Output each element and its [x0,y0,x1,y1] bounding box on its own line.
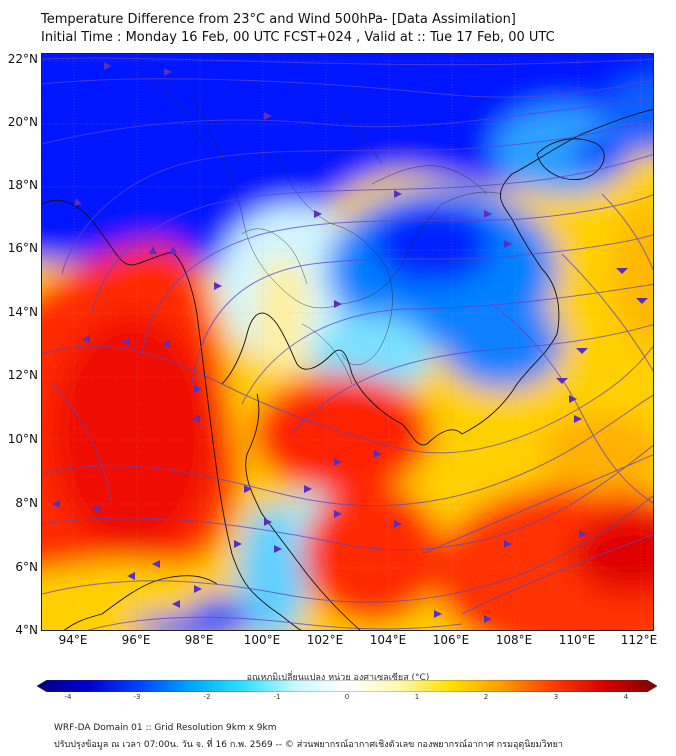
lon-label: 110°E [558,633,596,647]
lat-label: 10°N [7,432,38,446]
lat-label: 22°N [7,52,38,66]
colorbar-tick: -4 [64,693,72,701]
footer-resolution: WRF-DA Domain 01 :: Grid Resolution 9km … [54,723,277,733]
lat-label: 16°N [7,241,38,255]
colorbar-tick: 1 [414,693,420,701]
footer-credit: ปรับปรุงข้อมูล ณ เวลา 07:00น. วัน จ. ที่… [54,740,563,750]
map-panel [41,53,654,631]
lon-label: 94°E [58,633,88,647]
temperature-shading [42,54,653,630]
colorbar-tick: 3 [553,693,559,701]
lon-label: 102°E [306,633,344,647]
map-subtitle: Initial Time : Monday 16 Feb, 00 UTC FCS… [41,30,555,45]
lat-label: 12°N [7,368,38,382]
lat-label: 4°N [15,623,38,637]
wind-arrows [52,62,648,623]
colorbar-tick: -3 [133,693,141,701]
map-title: Temperature Difference from 23°C and Win… [41,12,516,27]
colorbar-tick: 4 [623,693,629,701]
lat-label: 20°N [7,115,38,129]
temperature-field [42,54,653,630]
lon-label: 104°E [369,633,407,647]
lat-label: 6°N [15,560,38,574]
lon-label: 96°E [121,633,151,647]
lon-label: 100°E [243,633,281,647]
colorbar-tick: -2 [203,693,211,701]
colorbar-label: อุณหภูมิเปลี่ยนแปลง หน่วย องศาเซลเซียส (… [246,673,430,683]
map-gridlines [42,54,653,630]
lon-label: 106°E [432,633,470,647]
colorbar-tick: 2 [483,693,489,701]
lon-label: 98°E [184,633,214,647]
lat-label: 14°N [7,305,38,319]
lon-label: 108°E [495,633,533,647]
colorbar-tick: 0 [344,693,350,701]
colorbar [37,680,657,692]
wind-streamlines [42,57,653,630]
lat-label: 8°N [15,496,38,510]
colorbar-tick: -1 [273,693,281,701]
coastlines [42,109,653,630]
lon-label: 112°E [620,633,658,647]
lat-label: 18°N [7,178,38,192]
